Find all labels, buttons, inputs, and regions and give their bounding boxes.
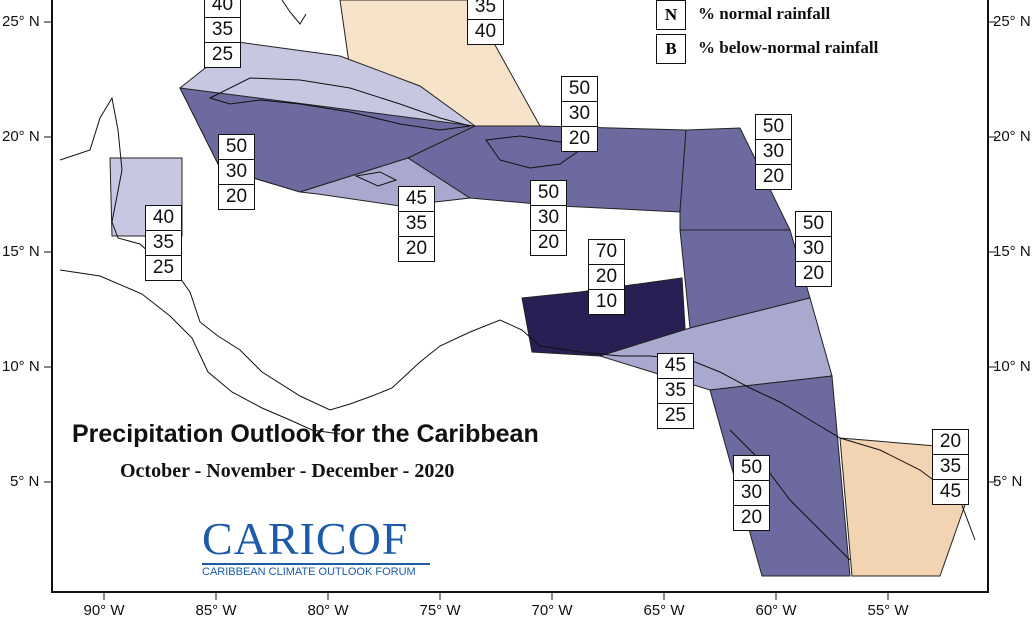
lat-label-right: 15° N <box>993 243 1031 260</box>
prob-below: 25 <box>664 405 687 426</box>
prob-normal: 30 <box>531 206 566 231</box>
probability-stack-windwards: 50 30 20 <box>795 211 832 287</box>
prob-below: 10 <box>595 291 618 312</box>
prob-below: 20 <box>568 128 591 149</box>
lon-label: 70° W <box>531 602 573 619</box>
lat-label-left: 20° N <box>2 128 40 145</box>
coast-guianas <box>729 429 851 561</box>
probability-stack-jamaica: 45 35 20 <box>398 186 435 262</box>
lon-label: 80° W <box>307 602 349 619</box>
lat-label-left: 15° N <box>2 243 40 260</box>
map-title: Precipitation Outlook for the Caribbean <box>72 420 539 448</box>
prob-normal: 30 <box>219 160 254 185</box>
coast-hispaniola <box>485 135 582 169</box>
prob-below: 20 <box>740 507 763 528</box>
prob-normal: 30 <box>562 102 597 127</box>
coast-pacific <box>59 269 341 435</box>
probability-stack-leewards: 50 30 20 <box>755 114 792 190</box>
lon-label: 90° W <box>83 602 125 619</box>
prob-below: 20 <box>762 166 785 187</box>
prob-above: 40 <box>205 0 240 18</box>
prob-normal: 35 <box>399 212 434 237</box>
lat-label-right: 5° N <box>993 473 1023 490</box>
prob-above: 40 <box>146 206 181 231</box>
prob-below: 45 <box>939 481 962 502</box>
prob-normal: 35 <box>933 455 968 480</box>
lat-label-right: 10° N <box>993 358 1031 375</box>
lon-label: 60° W <box>755 602 797 619</box>
probability-stack-abc-islands: 70 20 10 <box>588 239 625 315</box>
probability-stack-trinidad: 45 35 25 <box>657 353 694 429</box>
prob-below: 20 <box>405 238 428 259</box>
logo-divider <box>202 563 430 565</box>
lat-label-right: 20° N <box>993 128 1031 145</box>
prob-above: 50 <box>734 456 769 481</box>
coast-cuba <box>208 77 471 131</box>
probability-stack-puerto-rico: 50 30 20 <box>530 180 567 256</box>
probability-stack-cuba-south: 50 30 20 <box>218 134 255 210</box>
prob-above: 70 <box>589 240 624 265</box>
legend-key: B <box>656 34 686 64</box>
prob-above: 50 <box>562 77 597 102</box>
probability-stack-bahamas-north: 35 40 <box>467 0 504 45</box>
prob-above: 50 <box>796 212 831 237</box>
prob-below: 20 <box>537 232 560 253</box>
prob-normal: 20 <box>589 265 624 290</box>
legend-text: % normal rainfall <box>698 4 831 23</box>
coast-jamaica <box>354 171 398 187</box>
prob-normal: 35 <box>146 231 181 256</box>
coast-central-america <box>59 96 541 411</box>
probability-stack-belize: 40 35 25 <box>145 205 182 281</box>
prob-above: 20 <box>933 430 968 455</box>
lat-label-right: 25° N <box>993 13 1031 30</box>
probability-stack-hispaniola: 50 30 20 <box>561 76 598 152</box>
prob-normal: 30 <box>734 481 769 506</box>
axis-ticks <box>44 21 996 600</box>
prob-above: 50 <box>756 115 791 140</box>
coastlines <box>59 0 976 561</box>
prob-normal: 35 <box>205 18 240 43</box>
map-subtitle: October - November - December - 2020 <box>120 460 455 482</box>
coast-south-america <box>539 345 976 541</box>
prob-below: 40 <box>474 21 497 42</box>
prob-below: 20 <box>225 186 248 207</box>
probability-stack-guyana: 50 30 20 <box>733 455 770 531</box>
prob-below: 25 <box>152 257 175 278</box>
prob-normal: 30 <box>756 140 791 165</box>
prob-above: 45 <box>399 187 434 212</box>
probability-stack-suriname: 20 35 45 <box>932 429 969 505</box>
prob-above: 50 <box>531 181 566 206</box>
lon-label: 55° W <box>867 602 909 619</box>
prob-normal: 35 <box>468 0 503 20</box>
lat-label-left: 10° N <box>2 358 40 375</box>
prob-normal: 35 <box>658 379 693 404</box>
prob-below: 25 <box>211 44 234 65</box>
prob-above: 50 <box>219 135 254 160</box>
coast-florida <box>281 0 307 25</box>
lat-label-left: 5° N <box>10 473 40 490</box>
legend-text: % below-normal rainfall <box>698 38 879 57</box>
caricof-logo: CARICOF <box>202 513 409 564</box>
legend-key: N <box>656 0 686 30</box>
lon-label: 85° W <box>195 602 237 619</box>
prob-below: 20 <box>802 263 825 284</box>
lat-label-left: 25° N <box>2 13 40 30</box>
prob-above: 45 <box>658 354 693 379</box>
lon-label: 75° W <box>419 602 461 619</box>
probability-stack-bahamas-cuba: 40 35 25 <box>204 0 241 68</box>
caricof-tagline: CARIBBEAN CLIMATE OUTLOOK FORUM <box>202 566 416 578</box>
prob-normal: 30 <box>796 237 831 262</box>
lon-label: 65° W <box>643 602 685 619</box>
